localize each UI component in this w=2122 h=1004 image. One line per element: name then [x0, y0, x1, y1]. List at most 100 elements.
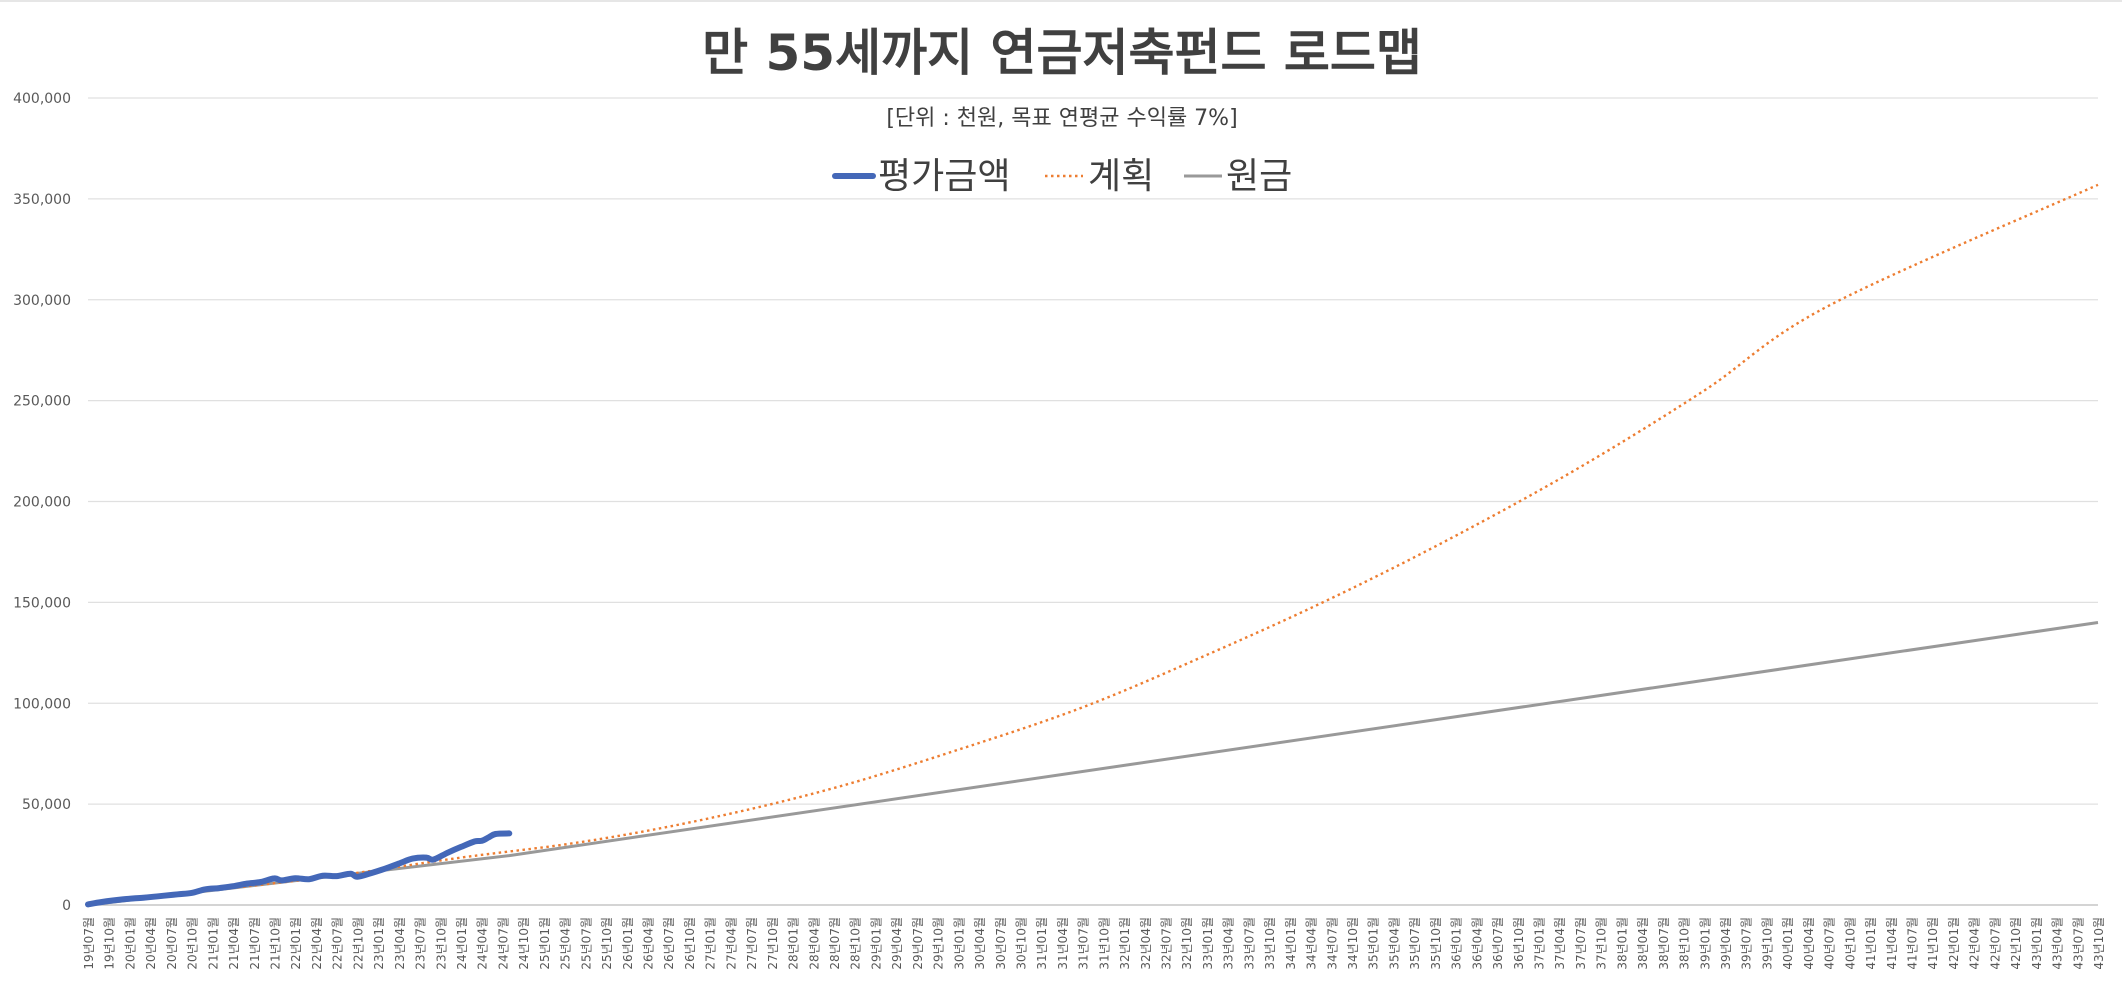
x-tick-label: 31년07월 — [1077, 917, 1091, 970]
x-tick-label: 41년04월 — [1885, 917, 1899, 970]
x-tick-label: 34년04월 — [1305, 917, 1319, 970]
x-tick-label: 43년07월 — [2071, 917, 2085, 970]
x-tick-label: 26년10월 — [683, 917, 697, 970]
x-tick-label: 20년04월 — [144, 917, 158, 970]
x-tick-label: 41년01월 — [1864, 917, 1878, 970]
x-tick-label: 29년04월 — [890, 917, 904, 970]
x-tick-label: 25년01월 — [538, 917, 552, 970]
x-tick-label: 42년04월 — [1968, 917, 1982, 970]
x-tick-label: 36년01월 — [1450, 917, 1464, 970]
legend-label-0: 평가금액 — [878, 156, 1010, 197]
legend-label-2: 원금 — [1226, 156, 1292, 197]
x-tick-label: 34년07월 — [1325, 917, 1339, 970]
x-axis-ticks: 19년07월 19년10월 20년01월 20년04월 20년07월 20년10월 21년0… — [82, 917, 2106, 970]
series-line-1 — [87, 183, 2099, 907]
x-tick-label: 32년04월 — [1139, 917, 1153, 970]
x-tick-label: 43년10월 — [2092, 917, 2106, 970]
x-tick-label: 33년04월 — [1222, 917, 1236, 970]
x-tick-label: 28년10월 — [849, 917, 863, 970]
x-tick-label: 19년10월 — [103, 917, 117, 970]
x-tick-label: 39년10월 — [1760, 917, 1774, 970]
x-tick-label: 26년01월 — [621, 917, 635, 970]
series-group — [85, 183, 2099, 908]
x-tick-label: 24년07월 — [496, 917, 510, 970]
x-tick-label: 37년01월 — [1533, 917, 1547, 970]
y-tick-label: 400,000 — [13, 91, 71, 107]
x-tick-label: 35년07월 — [1408, 917, 1422, 970]
x-tick-label: 30년07월 — [994, 917, 1008, 970]
x-tick-label: 25년07월 — [579, 917, 593, 970]
x-tick-label: 23년01월 — [372, 917, 386, 970]
y-tick-label: 50,000 — [22, 797, 71, 813]
x-tick-label: 22년07월 — [331, 917, 345, 970]
x-tick-label: 24년01월 — [455, 917, 469, 970]
y-tick-label: 150,000 — [13, 595, 71, 611]
x-tick-label: 34년01월 — [1284, 917, 1298, 970]
x-tick-label: 33년07월 — [1242, 917, 1256, 970]
x-tick-label: 35년01월 — [1367, 917, 1381, 970]
x-tick-label: 31년01월 — [1035, 917, 1049, 970]
x-tick-label: 40년04월 — [1802, 917, 1816, 970]
x-tick-label: 38년04월 — [1636, 917, 1650, 970]
x-tick-label: 33년01월 — [1201, 917, 1215, 970]
x-tick-label: 36년10월 — [1512, 917, 1526, 970]
x-tick-label: 25년10월 — [600, 917, 614, 970]
x-tick-label: 21년07월 — [248, 917, 262, 970]
x-tick-label: 23년04월 — [393, 917, 407, 970]
x-tick-label: 42년07월 — [1988, 917, 2002, 970]
x-tick-label: 33년10월 — [1263, 917, 1277, 970]
x-tick-label: 28년04월 — [807, 917, 821, 970]
x-tick-label: 27년04월 — [724, 917, 738, 970]
x-tick-label: 24년04월 — [476, 917, 490, 970]
series-line-0 — [87, 621, 2099, 907]
legend: 평가금액 계획 원금 — [832, 156, 1292, 197]
x-tick-label: 32년07월 — [1160, 917, 1174, 970]
x-tick-label: 26년07월 — [662, 917, 676, 970]
x-tick-label: 20년07월 — [165, 917, 179, 970]
x-tick-label: 21년01월 — [206, 917, 220, 970]
x-tick-label: 34년10월 — [1346, 917, 1360, 970]
x-tick-label: 28년07월 — [828, 917, 842, 970]
x-tick-label: 38년01월 — [1615, 917, 1629, 970]
x-tick-label: 39년04월 — [1719, 917, 1733, 970]
x-tick-label: 32년01월 — [1118, 917, 1132, 970]
gridlines — [88, 97, 2098, 906]
x-tick-label: 30년01월 — [952, 917, 966, 970]
x-tick-label: 21년04월 — [227, 917, 241, 970]
x-tick-label: 32년10월 — [1180, 917, 1194, 970]
chart-title: 만 55세까지 연금저축펀드 로드맵 — [702, 24, 1422, 82]
x-tick-label: 23년07월 — [414, 917, 428, 970]
x-tick-label: 38년07월 — [1657, 917, 1671, 970]
x-tick-label: 37년10월 — [1595, 917, 1609, 970]
x-tick-label: 30년04월 — [973, 917, 987, 970]
x-tick-label: 40년01월 — [1781, 917, 1795, 970]
x-tick-label: 29년07월 — [911, 917, 925, 970]
x-tick-label: 36년07월 — [1491, 917, 1505, 970]
x-tick-label: 36년04월 — [1470, 917, 1484, 970]
chart-subtitle: [단위 : 천원, 목표 연평균 수익률 7%] — [886, 106, 1237, 131]
x-tick-label: 25년04월 — [559, 917, 573, 970]
x-tick-label: 37년04월 — [1553, 917, 1567, 970]
y-tick-label: 0 — [62, 898, 71, 914]
x-tick-label: 39년01월 — [1698, 917, 1712, 970]
y-tick-label: 350,000 — [13, 192, 71, 208]
x-tick-label: 40년10월 — [1843, 917, 1857, 970]
x-tick-label: 20년10월 — [186, 917, 200, 970]
y-tick-label: 100,000 — [13, 696, 71, 712]
x-tick-label: 43년04월 — [2051, 917, 2065, 970]
x-tick-label: 30년10월 — [1014, 917, 1028, 970]
x-tick-label: 35년04월 — [1387, 917, 1401, 970]
x-tick-label: 22년10월 — [351, 917, 365, 970]
x-tick-label: 37년07월 — [1574, 917, 1588, 970]
y-axis-ticks: 0 50,000 100,000 150,000 200,000 250,000 300,0… — [13, 91, 71, 914]
y-tick-label: 250,000 — [13, 394, 71, 410]
y-tick-label: 200,000 — [13, 495, 71, 511]
x-tick-label: 27년07월 — [745, 917, 759, 970]
legend-label-1: 계획 — [1088, 156, 1154, 197]
x-tick-label: 43년01월 — [2030, 917, 2044, 970]
x-tick-label: 27년10월 — [766, 917, 780, 970]
x-tick-label: 41년07월 — [1906, 917, 1920, 970]
series-line-2 — [85, 830, 513, 908]
x-tick-label: 41년10월 — [1926, 917, 1940, 970]
